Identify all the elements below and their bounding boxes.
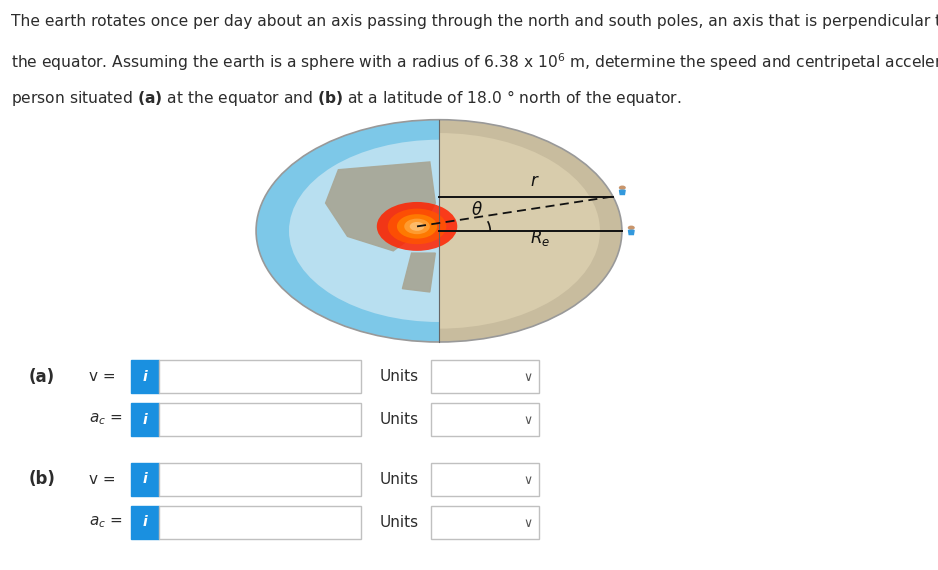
FancyBboxPatch shape bbox=[131, 506, 159, 539]
Text: the equator. Assuming the earth is a sphere with a radius of 6.38 x 10$^6$ m, de: the equator. Assuming the earth is a sph… bbox=[11, 51, 938, 73]
Text: Units: Units bbox=[380, 412, 419, 427]
Text: ∨: ∨ bbox=[523, 474, 533, 487]
Text: i: i bbox=[143, 515, 148, 529]
FancyBboxPatch shape bbox=[159, 463, 361, 496]
Text: i: i bbox=[143, 473, 148, 486]
FancyBboxPatch shape bbox=[431, 360, 539, 393]
Text: $R_e$: $R_e$ bbox=[530, 229, 550, 249]
Text: $r$: $r$ bbox=[531, 172, 540, 190]
Text: $\theta$: $\theta$ bbox=[472, 201, 483, 219]
Text: Units: Units bbox=[380, 369, 419, 384]
FancyBboxPatch shape bbox=[131, 463, 159, 496]
Wedge shape bbox=[289, 140, 439, 322]
Text: (b): (b) bbox=[28, 470, 55, 488]
Polygon shape bbox=[402, 253, 435, 292]
Text: $a_c$ =: $a_c$ = bbox=[89, 514, 123, 530]
FancyBboxPatch shape bbox=[431, 403, 539, 436]
Polygon shape bbox=[628, 230, 634, 235]
Wedge shape bbox=[256, 120, 439, 342]
Text: v =: v = bbox=[89, 472, 115, 487]
Text: i: i bbox=[143, 370, 148, 384]
Text: ∨: ∨ bbox=[523, 517, 533, 530]
FancyBboxPatch shape bbox=[159, 360, 361, 393]
Circle shape bbox=[256, 120, 622, 342]
Text: (a): (a) bbox=[28, 368, 54, 386]
Wedge shape bbox=[439, 133, 600, 329]
Circle shape bbox=[404, 219, 430, 234]
FancyBboxPatch shape bbox=[131, 403, 159, 436]
Text: Units: Units bbox=[380, 515, 419, 530]
Circle shape bbox=[397, 214, 437, 239]
Circle shape bbox=[619, 185, 626, 190]
Text: $a_c$ =: $a_c$ = bbox=[89, 412, 123, 428]
Text: i: i bbox=[143, 413, 148, 426]
Text: Units: Units bbox=[380, 472, 419, 487]
FancyBboxPatch shape bbox=[159, 506, 361, 539]
Text: ∨: ∨ bbox=[523, 372, 533, 384]
Circle shape bbox=[628, 226, 635, 230]
Polygon shape bbox=[325, 162, 435, 251]
Text: v =: v = bbox=[89, 369, 115, 384]
Circle shape bbox=[377, 202, 458, 251]
FancyBboxPatch shape bbox=[431, 463, 539, 496]
Polygon shape bbox=[619, 190, 625, 194]
Circle shape bbox=[387, 209, 446, 244]
FancyBboxPatch shape bbox=[131, 360, 159, 393]
Circle shape bbox=[410, 222, 424, 231]
Text: person situated $\bf{(a)}$ at the equator and $\bf{(b)}$ at a latitude of 18.0 °: person situated $\bf{(a)}$ at the equato… bbox=[11, 88, 682, 108]
FancyBboxPatch shape bbox=[159, 403, 361, 436]
Text: The earth rotates once per day about an axis passing through the north and south: The earth rotates once per day about an … bbox=[11, 14, 938, 29]
Text: ∨: ∨ bbox=[523, 414, 533, 427]
FancyBboxPatch shape bbox=[431, 506, 539, 539]
